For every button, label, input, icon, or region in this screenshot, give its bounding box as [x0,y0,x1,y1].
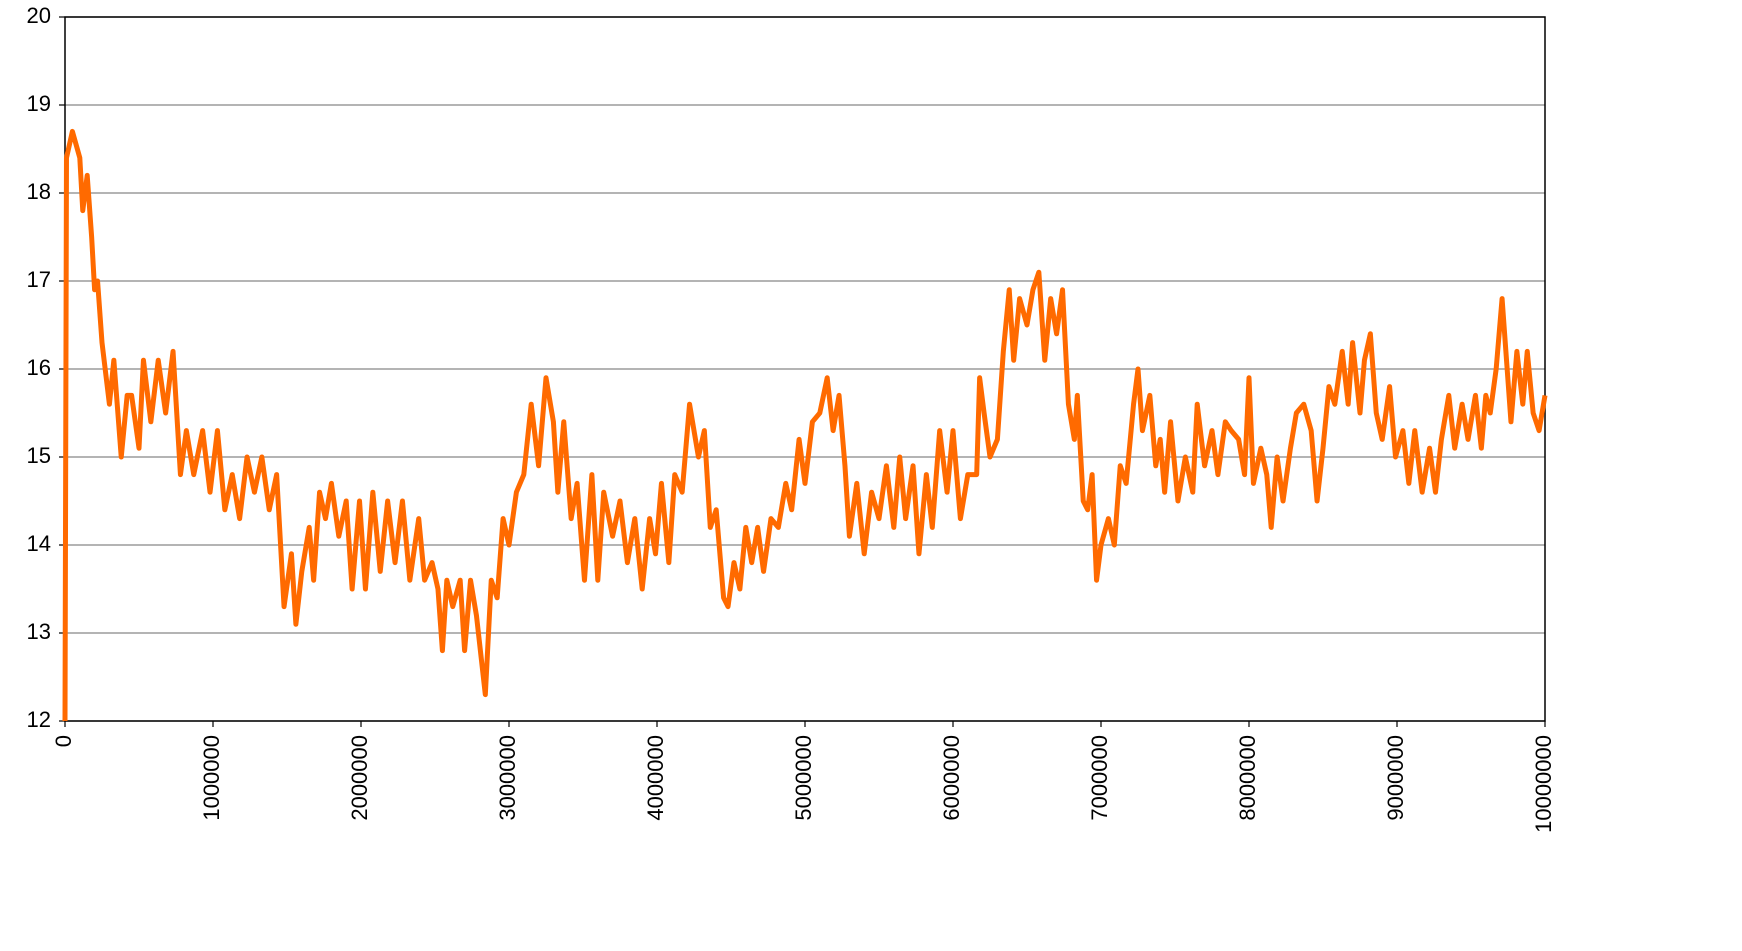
y-tick-label: 15 [27,443,51,468]
y-tick-label: 17 [27,267,51,292]
y-tick-label: 16 [27,355,51,380]
x-tick-label: 0 [51,735,76,747]
y-tick-label: 14 [27,531,51,556]
x-tick-label: 2000000 [347,735,372,821]
x-tick-label: 8000000 [1235,735,1260,821]
x-tick-label: 9000000 [1383,735,1408,821]
line-series [62,128,1548,722]
y-tick-label: 12 [27,707,51,732]
y-tick-label: 19 [27,91,51,116]
x-tick-label: 10000000 [1531,735,1556,833]
x-tick-label: 3000000 [495,735,520,821]
y-tick-label: 20 [27,3,51,28]
x-tick-label: 6000000 [939,735,964,821]
x-tick-label: 4000000 [643,735,668,821]
y-tick-label: 13 [27,619,51,644]
x-tick-label: 7000000 [1087,735,1112,821]
x-tick-label: 5000000 [791,735,816,821]
x-tick-label: 1000000 [199,735,224,821]
y-tick-label: 18 [27,179,51,204]
